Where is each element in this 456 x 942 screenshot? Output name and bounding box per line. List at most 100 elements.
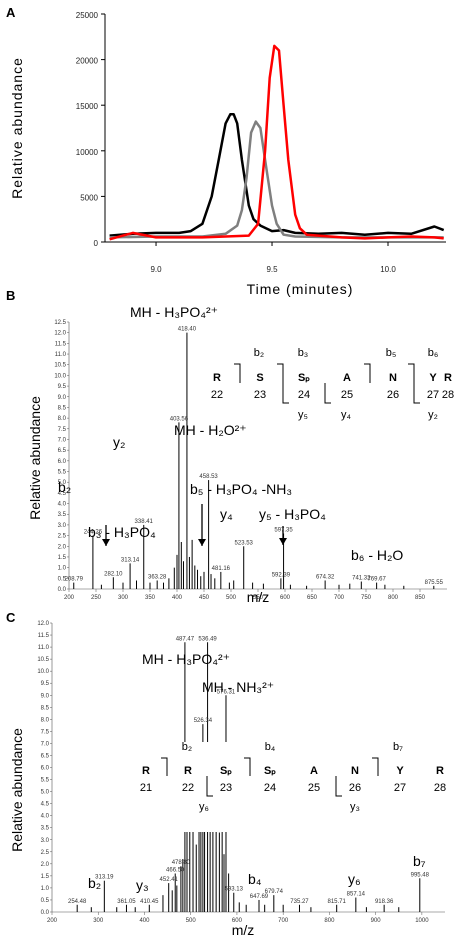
sequence-position: 22 [182,782,194,794]
y-tick-label: 1.0 [58,566,67,572]
x-tick-label: 700 [334,595,345,601]
x-tick-label: 500 [186,918,197,924]
y-ion-label: y₂ [428,409,438,421]
x-tick-label: 200 [47,918,58,924]
y-tick-label: 0.0 [41,910,50,916]
y-tick-label: 0.5 [41,898,50,904]
y-ion-bracket [282,383,289,404]
y-axis-label: Relative abundance [9,57,25,199]
y-tick-label: 5.0 [41,790,50,796]
sequence-residue: A [343,372,351,384]
y-tick-label: 12.5 [54,320,66,326]
arrow-head [279,538,287,545]
annotation-b2: b₂ [58,479,71,495]
x-tick-label: 200 [64,595,75,601]
x-axis-label: Time (minutes) [247,281,354,297]
x-tick-label: 400 [139,918,150,924]
peak-label: 410.45 [140,899,159,905]
y-tick-label: 5000 [80,193,98,202]
annotation-b6-h2o: b₆ - H₂O [351,547,403,563]
b-ion-label: b₅ [386,347,397,359]
sequence-residue: Y [396,765,404,777]
sequence-residue: Y [429,372,437,384]
y-tick-label: 9.0 [41,693,50,699]
sequence-residue: Sₚ [220,765,232,777]
peak-label: 592.39 [272,572,291,578]
y-tick-label: 1.0 [41,886,50,892]
peak-label: 995.48 [411,872,430,878]
sequence-residue: R [436,765,444,777]
sequence-position: 25 [308,782,320,794]
peak-label: 481.16 [212,566,231,572]
annotation-y6: y₆ [348,871,361,887]
sequence-position: 22 [211,389,223,401]
peak-label: 418.40 [178,327,197,333]
x-tick-label: 250 [91,595,102,601]
sequence-position: 21 [140,782,152,794]
y-tick-label: 12.0 [37,621,49,627]
y-tick-label: 10.5 [54,363,66,369]
x-axis-label: m/z [247,589,270,605]
y-ion-bracket [335,776,342,797]
y-tick-label: 7.0 [58,437,67,443]
peak-label: 478.80 [172,860,191,866]
peak-label: 466.50 [166,867,185,873]
peak-label: 735.27 [290,899,309,905]
annotation-b5-h3po4-nh3: b₅ - H₃PO₄ -NH₃ [190,481,292,497]
annotation-mh-h2o: MH - H₂O²⁺ [174,422,247,438]
b-ion-label: b₄ [265,741,276,753]
panel-b [67,321,447,592]
y-tick-label: 10000 [76,148,99,157]
y-tick-label: 7.0 [41,741,50,747]
sequence-position: 27 [394,782,406,794]
sequence-residue: R [213,372,221,384]
x-tick-label: 850 [415,595,426,601]
y-tick-label: 3.5 [58,512,67,518]
sequence-residue: Sₚ [264,765,276,777]
peak-label: 857.14 [347,892,366,898]
x-tick-label: 550 [253,595,264,601]
y-tick-label: 8.0 [41,717,50,723]
y-tick-label: 10.5 [37,657,49,663]
annotation-b3-h3po4: b₃ - H₃PO₄ [88,524,156,540]
b-ion-label: b₆ [428,347,439,359]
annotation-b2: b₂ [88,875,101,891]
y-tick-label: 5.5 [58,470,67,476]
y-tick-label: 10.0 [37,669,49,675]
y-axis-label: Relative abundance [9,728,25,852]
y-tick-label: 15000 [76,102,99,111]
annotation-mh-nh3: MH - NH₃²⁺ [202,679,274,695]
x-tick-label: 1000 [415,918,429,924]
sequence-residue: A [310,765,318,777]
y-tick-label: 3.0 [41,838,50,844]
annotation-b7: b₇ [413,853,426,869]
sequence-residue: N [389,372,397,384]
x-tick-label: 600 [232,918,243,924]
peak-label: 363.28 [148,574,167,580]
y-tick-label: 2.5 [58,534,67,540]
y-tick-label: 20000 [76,57,99,66]
x-tick-label: 700 [278,918,289,924]
b-ion-label: b₃ [298,347,309,359]
series-line-3 [109,44,444,241]
y-tick-label: 3.5 [41,826,50,832]
annotation-b4: b₄ [248,871,262,887]
x-axis-label: m/z [232,922,255,938]
y-tick-label: 25000 [76,11,99,20]
sequence-position: 24 [298,389,310,401]
series-line-1 [109,113,445,237]
sequence-residue: R [142,765,150,777]
peak-label: 452.41 [160,877,179,883]
b-ion-label: b₂ [182,741,192,753]
panel-letter-c: C [6,610,16,625]
sequence-background [138,742,450,832]
b-ion-bracket [372,757,379,776]
b-ion-label: b₇ [393,741,403,753]
peak-label: 536.49 [198,636,217,642]
panel-letter-a: A [6,5,16,20]
sequence-residue: S [256,372,263,384]
y-tick-label: 11.5 [38,633,50,639]
y-tick-label: 9.5 [58,384,67,390]
y-tick-label: 5.0 [58,480,67,486]
